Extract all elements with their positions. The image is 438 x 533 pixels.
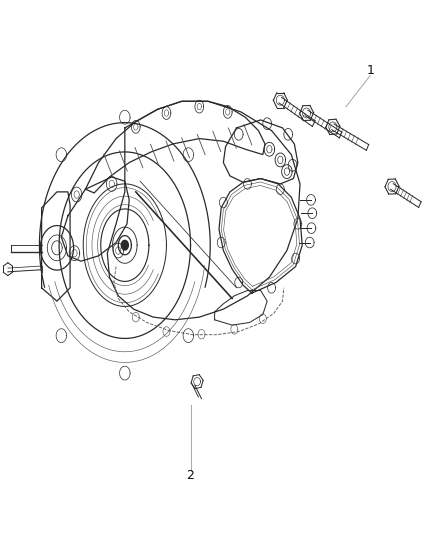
Text: 2: 2	[187, 470, 194, 482]
Polygon shape	[121, 240, 128, 250]
Text: 1: 1	[366, 64, 374, 77]
